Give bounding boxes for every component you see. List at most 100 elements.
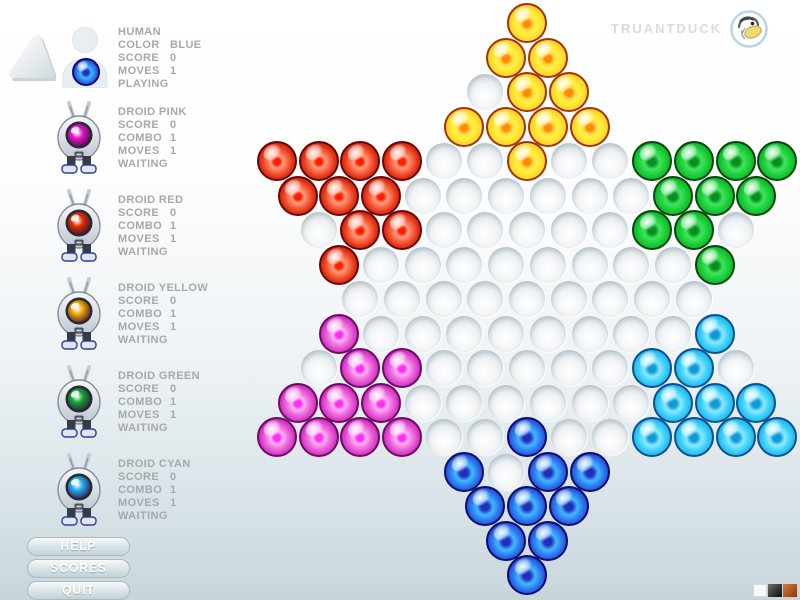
marble-magenta[interactable] bbox=[319, 313, 360, 354]
board-hole[interactable] bbox=[467, 74, 504, 110]
marble-cyan[interactable] bbox=[715, 417, 756, 457]
marble-yellow[interactable] bbox=[507, 141, 547, 181]
marble-yellow[interactable] bbox=[569, 106, 610, 147]
marble-red[interactable] bbox=[340, 141, 381, 181]
marble-red[interactable] bbox=[256, 141, 297, 181]
marble-green[interactable] bbox=[757, 141, 798, 181]
marble-cyan[interactable] bbox=[673, 417, 714, 457]
board-hole[interactable] bbox=[550, 350, 587, 386]
board-hole[interactable] bbox=[509, 281, 545, 317]
marble-red[interactable] bbox=[319, 175, 360, 216]
board-hole[interactable] bbox=[488, 453, 525, 490]
board-hole[interactable] bbox=[363, 246, 400, 283]
board-hole[interactable] bbox=[488, 384, 525, 421]
board-hole[interactable] bbox=[425, 212, 462, 248]
marble-magenta[interactable] bbox=[381, 348, 422, 388]
board-hole[interactable] bbox=[467, 350, 504, 386]
marble-blue[interactable] bbox=[507, 555, 547, 595]
board-hole[interactable] bbox=[592, 419, 629, 455]
marble-cyan[interactable] bbox=[673, 348, 714, 388]
marble-green[interactable] bbox=[694, 175, 735, 216]
board-hole[interactable] bbox=[529, 384, 566, 421]
board-hole[interactable] bbox=[571, 177, 608, 214]
board-hole[interactable] bbox=[467, 281, 504, 317]
board-hole[interactable] bbox=[717, 212, 754, 248]
board-hole[interactable] bbox=[467, 419, 504, 455]
board-hole[interactable] bbox=[488, 177, 525, 214]
marble-cyan[interactable] bbox=[694, 382, 735, 423]
marble-blue[interactable] bbox=[507, 417, 547, 457]
marble-magenta[interactable] bbox=[319, 382, 360, 423]
marble-green[interactable] bbox=[694, 244, 735, 285]
marble-magenta[interactable] bbox=[381, 417, 422, 457]
scores-button[interactable]: SCORES bbox=[27, 559, 130, 578]
board-hole[interactable] bbox=[342, 281, 379, 317]
swatch-rust[interactable] bbox=[783, 584, 797, 597]
marble-yellow[interactable] bbox=[527, 37, 568, 78]
board-hole[interactable] bbox=[425, 281, 462, 317]
board-hole[interactable] bbox=[467, 143, 504, 179]
board-hole[interactable] bbox=[446, 246, 483, 283]
board-hole[interactable] bbox=[529, 315, 566, 352]
marble-magenta[interactable] bbox=[340, 348, 381, 388]
board-hole[interactable] bbox=[592, 350, 629, 386]
marble-cyan[interactable] bbox=[736, 382, 777, 423]
board-hole[interactable] bbox=[613, 384, 650, 421]
board-hole[interactable] bbox=[550, 212, 587, 248]
marble-red[interactable] bbox=[298, 141, 339, 181]
marble-magenta[interactable] bbox=[298, 417, 339, 457]
board-hole[interactable] bbox=[613, 315, 650, 352]
board-hole[interactable] bbox=[529, 177, 566, 214]
board-hole[interactable] bbox=[571, 384, 608, 421]
marble-yellow[interactable] bbox=[507, 72, 547, 112]
marble-red[interactable] bbox=[277, 175, 318, 216]
marble-blue[interactable] bbox=[527, 520, 568, 561]
board-hole[interactable] bbox=[300, 350, 337, 386]
marble-yellow[interactable] bbox=[444, 106, 485, 147]
marble-green[interactable] bbox=[632, 210, 673, 250]
marble-yellow[interactable] bbox=[486, 106, 527, 147]
quit-button[interactable]: QUIT bbox=[27, 581, 130, 600]
board-hole[interactable] bbox=[363, 315, 400, 352]
marble-cyan[interactable] bbox=[757, 417, 798, 457]
marble-magenta[interactable] bbox=[277, 382, 318, 423]
board-hole[interactable] bbox=[592, 212, 629, 248]
marble-green[interactable] bbox=[652, 175, 693, 216]
board-hole[interactable] bbox=[550, 143, 587, 179]
board-hole[interactable] bbox=[571, 315, 608, 352]
marble-green[interactable] bbox=[715, 141, 756, 181]
marble-red[interactable] bbox=[361, 175, 402, 216]
board-hole[interactable] bbox=[592, 281, 629, 317]
marble-yellow[interactable] bbox=[548, 72, 589, 112]
board-hole[interactable] bbox=[404, 315, 441, 352]
board-hole[interactable] bbox=[613, 246, 650, 283]
board-hole[interactable] bbox=[550, 281, 587, 317]
board-hole[interactable] bbox=[509, 350, 545, 386]
board-hole[interactable] bbox=[446, 384, 483, 421]
marble-blue[interactable] bbox=[527, 451, 568, 492]
marble-green[interactable] bbox=[673, 141, 714, 181]
marble-blue[interactable] bbox=[548, 486, 589, 526]
marble-yellow[interactable] bbox=[486, 37, 527, 78]
board-hole[interactable] bbox=[654, 246, 691, 283]
marble-red[interactable] bbox=[340, 210, 381, 250]
board-hole[interactable] bbox=[675, 281, 712, 317]
marble-magenta[interactable] bbox=[256, 417, 297, 457]
marble-green[interactable] bbox=[673, 210, 714, 250]
marble-blue[interactable] bbox=[486, 520, 527, 561]
marble-magenta[interactable] bbox=[340, 417, 381, 457]
marble-blue[interactable] bbox=[507, 486, 547, 526]
board-hole[interactable] bbox=[634, 281, 671, 317]
swatch-white[interactable] bbox=[753, 584, 767, 597]
turn-indicator-wedge[interactable] bbox=[6, 34, 57, 82]
swatch-black[interactable] bbox=[768, 584, 782, 597]
marble-blue[interactable] bbox=[465, 486, 506, 526]
board-hole[interactable] bbox=[717, 350, 754, 386]
board-hole[interactable] bbox=[613, 177, 650, 214]
marble-red[interactable] bbox=[381, 210, 422, 250]
board-hole[interactable] bbox=[509, 212, 545, 248]
marble-yellow[interactable] bbox=[527, 106, 568, 147]
board-hole[interactable] bbox=[404, 177, 441, 214]
marble-magenta[interactable] bbox=[361, 382, 402, 423]
marble-cyan[interactable] bbox=[632, 417, 673, 457]
